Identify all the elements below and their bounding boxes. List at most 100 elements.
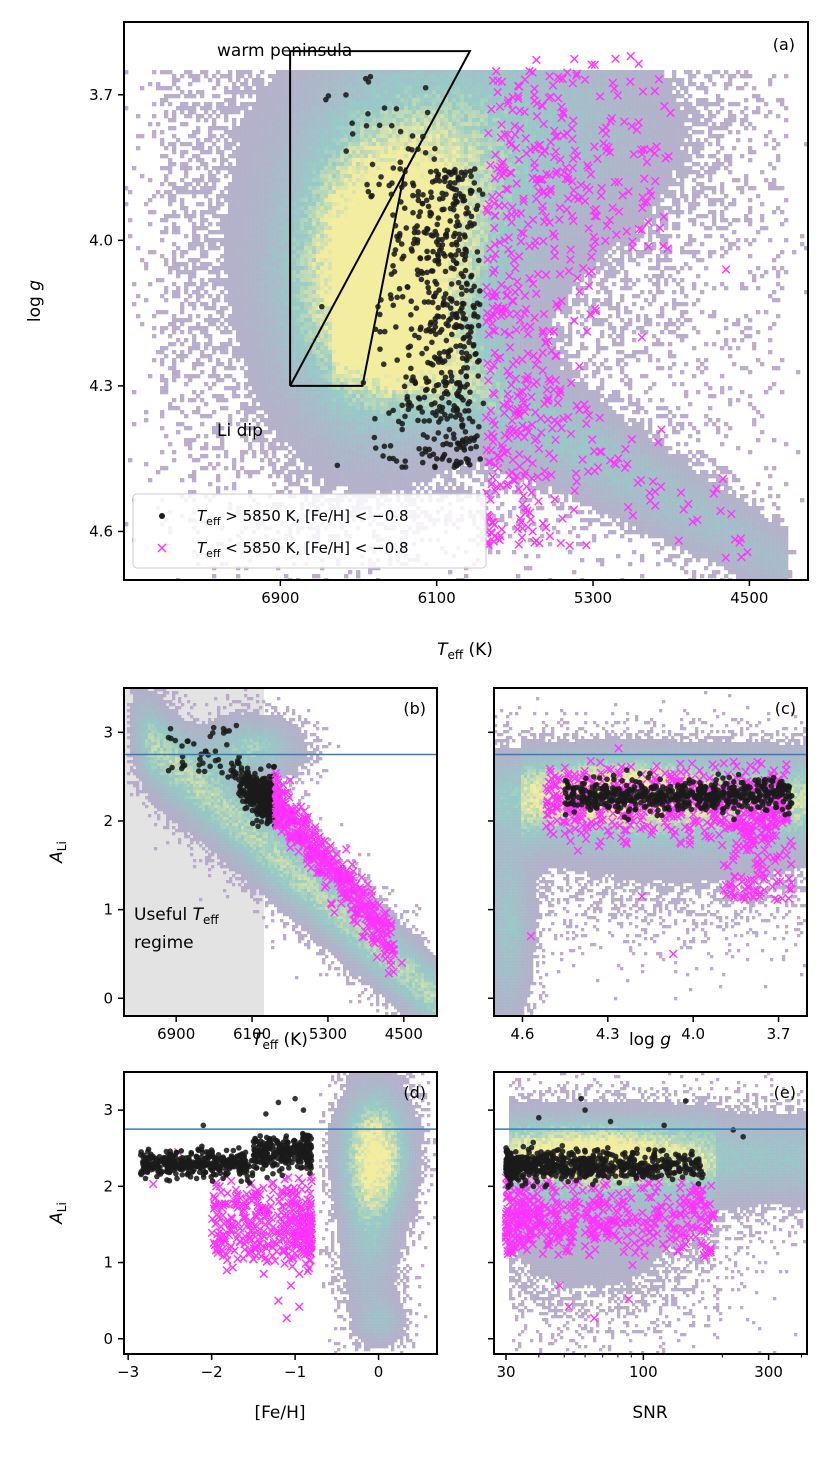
density-cell-a <box>376 166 381 171</box>
density-cell-a <box>384 170 389 175</box>
density-cell-a <box>264 234 269 239</box>
density-cell-a <box>264 258 269 263</box>
density-cell-a <box>300 106 305 111</box>
density-cell-a <box>188 454 193 459</box>
density-cell-a <box>352 194 357 199</box>
density-cell-a <box>316 378 321 383</box>
density-cell-a <box>252 406 257 411</box>
density-cell-a <box>372 186 377 191</box>
density-cell-a <box>364 290 369 295</box>
density-cell-a <box>232 282 237 287</box>
density-cell-a <box>348 334 353 339</box>
density-cell-a <box>388 102 393 107</box>
density-cell-a <box>168 190 173 195</box>
density-cell-a <box>272 154 277 159</box>
density-cell-a <box>168 266 173 271</box>
density-cell-a <box>268 122 273 127</box>
density-cell-a <box>384 366 389 371</box>
density-cell-a <box>276 370 281 375</box>
density-cell-a <box>384 158 389 163</box>
density-cell-a <box>276 254 281 259</box>
density-cell-a <box>368 290 373 295</box>
density-cell-a <box>388 142 393 147</box>
density-cell-a <box>260 290 265 295</box>
density-cell-a <box>336 142 341 147</box>
density-cell-a <box>316 102 321 107</box>
density-cell-a <box>364 194 369 199</box>
density-cell-a <box>200 146 205 151</box>
density-cell-a <box>320 278 325 283</box>
density-cell-a <box>376 418 381 423</box>
density-cell-a <box>284 398 289 403</box>
density-cell-a <box>356 138 361 143</box>
density-cell-a <box>360 74 365 79</box>
density-cell-a <box>272 218 277 223</box>
density-cell-a <box>324 410 329 415</box>
density-cell-a <box>316 350 321 355</box>
density-cell-a <box>272 426 277 431</box>
density-cell-a <box>244 270 249 275</box>
density-cell-a <box>352 366 357 371</box>
density-cell-a <box>260 122 265 127</box>
density-cell-a <box>308 370 313 375</box>
density-cell-a <box>272 462 277 467</box>
density-cell-a <box>220 266 225 271</box>
density-cell-a <box>328 322 333 327</box>
density-cell-a <box>304 326 309 331</box>
density-cell-a <box>256 298 261 303</box>
density-cell-a <box>260 430 265 435</box>
density-cell-a <box>272 130 277 135</box>
density-cell-a <box>300 282 305 287</box>
density-cell-a <box>368 278 373 283</box>
density-cell-a <box>276 342 281 347</box>
density-cell-a <box>316 78 321 83</box>
density-cell-a <box>268 142 273 147</box>
density-cell-a <box>304 370 309 375</box>
density-cell-a <box>260 90 265 95</box>
density-cell-a <box>360 86 365 91</box>
density-cell-a <box>260 262 265 267</box>
density-cell-a <box>248 254 253 259</box>
density-cell-a <box>348 394 353 399</box>
density-cell-a <box>260 302 265 307</box>
density-cell-a <box>348 290 353 295</box>
density-cell-a <box>328 466 333 471</box>
density-cell-a <box>336 178 341 183</box>
density-cell-a <box>336 346 341 351</box>
density-cell-a <box>316 410 321 415</box>
density-cell-a <box>332 414 337 419</box>
density-cell-a <box>244 254 249 259</box>
density-cell-a <box>316 230 321 235</box>
density-cell-a <box>236 238 241 243</box>
density-cell-a <box>316 98 321 103</box>
density-cell-a <box>268 202 273 207</box>
density-cell-a <box>204 218 209 223</box>
density-cell-a <box>280 426 285 431</box>
density-cell-a <box>272 198 277 203</box>
density-cell-a <box>272 210 277 215</box>
density-cell-a <box>244 374 249 379</box>
density-cell-a <box>280 258 285 263</box>
density-cell-a <box>304 166 309 171</box>
density-cell-a <box>360 330 365 335</box>
density-cell-a <box>216 82 221 87</box>
density-cell-a <box>272 470 277 475</box>
density-cell-a <box>372 458 377 463</box>
density-cell-a <box>384 162 389 167</box>
density-cell-a <box>368 242 373 247</box>
density-cell-a <box>356 438 361 443</box>
density-cell-a <box>140 134 145 139</box>
density-cell-a <box>372 106 377 111</box>
density-cell-a <box>244 78 249 83</box>
density-cell-a <box>360 486 365 491</box>
density-cell-a <box>260 466 265 471</box>
density-cell-a <box>324 314 329 319</box>
density-cell-a <box>360 230 365 235</box>
density-cell-a <box>220 278 225 283</box>
density-cell-a <box>368 214 373 219</box>
density-cell-a <box>328 250 333 255</box>
density-cell-a <box>208 134 213 139</box>
density-cell-a <box>308 226 313 231</box>
density-cell-a <box>276 166 281 171</box>
density-cell-a <box>324 386 329 391</box>
